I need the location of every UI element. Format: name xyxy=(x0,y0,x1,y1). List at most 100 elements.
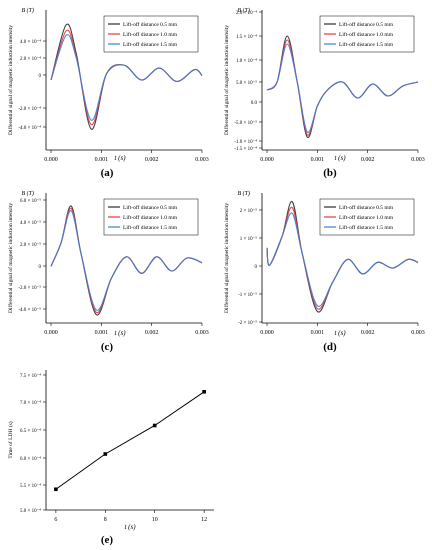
x-tick-label: 0.001 xyxy=(311,330,325,336)
x-axis-title: t (s) xyxy=(114,154,126,162)
y-tick-label: -2.0 × 10⁻⁵ xyxy=(18,285,41,291)
y-tick-label: 5.5 × 10⁻⁴ xyxy=(20,483,41,489)
series-line xyxy=(55,391,205,490)
legend-label: Lift-off distance 0.5 mm xyxy=(339,204,394,211)
x-tick-label: 8 xyxy=(104,517,107,523)
x-tick-label: 0.002 xyxy=(145,157,159,163)
y-tick-label: 6.0 × 10⁻⁴ xyxy=(20,456,41,462)
y-axis-title: Differential signal of magnetic inductio… xyxy=(7,203,14,313)
panel-b: 0.000 0.001 0.002 0.003 2.0 × 10⁻⁴ 1.5 × 10⁻⁴… xyxy=(223,7,425,179)
x-tick-label: 0.002 xyxy=(361,330,375,336)
y-tick-label: 7.0 × 10⁻⁴ xyxy=(20,400,41,406)
y-tick-label: -2.0 × 10⁻⁴ xyxy=(18,106,41,112)
y-tick-label: -1.0 × 10⁻⁴ xyxy=(234,139,257,145)
panel-label: (d) xyxy=(323,341,337,353)
panel-label: (c) xyxy=(101,341,114,353)
y-tick-label: 0.0 xyxy=(251,101,258,106)
y-axis-unit: B (T) xyxy=(22,190,35,197)
y-tick-label: 4.0 × 10⁻⁵ xyxy=(20,220,41,226)
y-tick-label: -2 × 10⁻⁵ xyxy=(238,320,257,326)
legend-label: Lift-off distance 1.0 mm xyxy=(339,31,394,38)
y-axis-unit: B (T) xyxy=(238,7,251,14)
x-tick-label: 0.002 xyxy=(361,157,375,163)
y-tick-label: 0 xyxy=(255,265,258,270)
y-axis-unit: B (T) xyxy=(22,7,35,14)
panel-e: 6 8 10 12 7.5 × 10⁻⁴ 7.0 × 10⁻⁴ 6.5 × 10⁻⁴ 6.0 … xyxy=(7,370,214,546)
legend: Lift-off distance 0.5 mm Lift-off distanc… xyxy=(319,198,415,236)
panel-label: (a) xyxy=(101,167,114,179)
series-line xyxy=(50,210,203,311)
y-axis-title: Differential signal of magnetic inductio… xyxy=(7,25,14,135)
series-line xyxy=(266,212,419,307)
y-tick-label: 0 xyxy=(39,74,42,79)
panel-a: 0.000 0.001 0.002 0.003 4.0 × 10⁻⁴ 2.0 × 10⁻⁴… xyxy=(7,7,209,179)
legend-label: Lift-off distance 1.5 mm xyxy=(339,41,394,48)
y-axis-unit: B (T) xyxy=(238,190,251,197)
legend-label: Lift-off distance 1.5 mm xyxy=(123,41,178,48)
x-tick-label: 0.000 xyxy=(44,157,58,163)
legend-label: Lift-off distance 1.0 mm xyxy=(123,31,178,38)
x-tick-label: 0.001 xyxy=(95,157,109,163)
data-point xyxy=(202,389,206,394)
x-tick-label: 0.000 xyxy=(44,330,58,336)
panel-d: 0.000 0.001 0.002 0.003 2 × 10⁻⁵ 1 × 10⁻⁵ 0 -1 … xyxy=(223,190,425,353)
legend-label: Lift-off distance 1.5 mm xyxy=(339,224,394,231)
legend-label: Lift-off distance 1.5 mm xyxy=(123,224,178,231)
y-tick-label: 5.0 × 10⁻⁵ xyxy=(236,80,257,86)
x-tick-label: 0.003 xyxy=(411,330,425,336)
x-tick-label: 0.002 xyxy=(145,330,159,336)
series-line xyxy=(50,34,203,121)
x-axis-title: t (s) xyxy=(334,329,346,337)
y-tick-label: 2.0 × 10⁻⁴ xyxy=(20,56,41,62)
y-tick-label: 1.0 × 10⁻⁴ xyxy=(236,58,257,64)
x-tick-label: 12 xyxy=(201,517,207,523)
legend: Lift-off distance 0.5 mm Lift-off distanc… xyxy=(103,15,199,53)
y-tick-label: 6.5 × 10⁻⁴ xyxy=(20,428,41,434)
data-point xyxy=(152,423,157,428)
panel-c: 0.000 0.001 0.002 0.003 6.0 × 10⁻⁵ 4.0 × 10⁻⁵… xyxy=(7,190,209,353)
x-tick-label: 0.003 xyxy=(195,330,209,336)
x-tick-label: 0.003 xyxy=(411,157,425,163)
y-tick-label: -4.0 × 10⁻⁴ xyxy=(18,125,41,131)
y-tick-label: 2 × 10⁻⁵ xyxy=(240,208,257,214)
legend-label: Lift-off distance 1.0 mm xyxy=(123,214,178,221)
y-tick-label: -1 × 10⁻⁵ xyxy=(238,292,257,298)
legend-label: Lift-off distance 1.0 mm xyxy=(339,214,394,221)
x-tick-label: 0.000 xyxy=(260,330,274,336)
series-line xyxy=(266,43,419,133)
legend-label: Lift-off distance 0.5 mm xyxy=(339,21,394,28)
x-axis-title: t (s) xyxy=(114,329,126,337)
x-tick-label: 0.000 xyxy=(260,157,274,163)
y-tick-label: 1.5 × 10⁻⁴ xyxy=(236,34,257,40)
y-tick-label: 5.0 × 10⁻⁴ xyxy=(20,508,41,514)
y-tick-label: 2.0 × 10⁻⁵ xyxy=(20,242,41,248)
x-tick-label: 0.001 xyxy=(95,330,109,336)
x-tick-label: 10 xyxy=(152,517,158,523)
series-line xyxy=(266,39,419,136)
x-tick-label: 0.001 xyxy=(311,157,325,163)
x-tick-label: 0.003 xyxy=(195,157,209,163)
x-axis-title: t (s) xyxy=(124,523,136,531)
data-point xyxy=(54,487,58,492)
x-tick-label: 6 xyxy=(54,517,57,523)
y-axis-title: Time of LDH (s) xyxy=(7,421,14,458)
y-axis-title: Differential signal of magnetic inductio… xyxy=(223,25,230,135)
panel-label: (b) xyxy=(323,167,337,179)
legend-label: Lift-off distance 0.5 mm xyxy=(123,204,178,211)
legend: Lift-off distance 0.5 mm Lift-off distanc… xyxy=(103,198,199,236)
y-tick-label: 2.0 × 10⁻⁴ xyxy=(236,10,257,16)
legend: Lift-off distance 0.5 mm Lift-off distanc… xyxy=(319,15,415,53)
y-tick-label: -1.5 × 10⁻⁴ xyxy=(234,146,257,152)
legend-label: Lift-off distance 0.5 mm xyxy=(123,21,178,28)
y-tick-label: 7.5 × 10⁻⁴ xyxy=(20,373,41,379)
y-tick-label: 1 × 10⁻⁵ xyxy=(240,236,257,242)
data-point xyxy=(103,452,108,456)
y-tick-label: -4.0 × 10⁻⁵ xyxy=(18,307,41,313)
y-tick-label: 0 xyxy=(39,265,42,270)
x-axis-title: t (s) xyxy=(334,154,346,162)
y-tick-label: 4.0 × 10⁻⁴ xyxy=(20,39,41,45)
y-tick-label: -5.0 × 10⁻⁵ xyxy=(234,120,257,126)
panel-label: (e) xyxy=(101,534,114,546)
y-tick-label: 6.0 × 10⁻⁵ xyxy=(20,198,41,204)
